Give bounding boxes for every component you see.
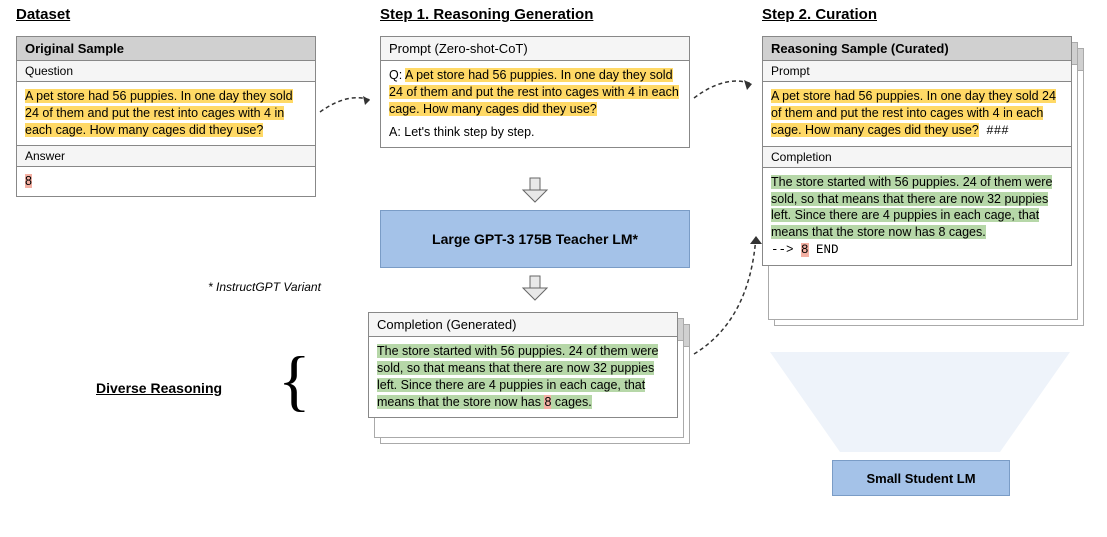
panel-curated-completion-body: The store started with 56 puppies. 24 of… [763, 168, 1071, 265]
prompt-q-text: A pet store had 56 puppies. In one day t… [389, 68, 679, 116]
curated-end-token: END [809, 243, 839, 257]
student-lm-box: Small Student LM [832, 460, 1010, 496]
original-question-text: A pet store had 56 puppies. In one day t… [25, 89, 293, 137]
panel-original-answer-body: 8 [17, 167, 315, 196]
panel-completion: Completion (Generated) The store started… [368, 312, 678, 418]
curated-final-num: 8 [801, 243, 809, 257]
panel-original-answer-label: Answer [17, 145, 315, 167]
arrow-down-icon [520, 276, 550, 302]
diverse-reasoning-label: Diverse Reasoning [96, 380, 222, 396]
panel-original-question-body: A pet store had 56 puppies. In one day t… [17, 82, 315, 145]
panel-curated-prompt-body: A pet store had 56 puppies. In one day t… [763, 82, 1071, 146]
curated-arrow-prefix: --> [771, 243, 801, 257]
panel-prompt: Prompt (Zero-shot-CoT) Q: A pet store ha… [380, 36, 690, 148]
dashed-arrow-icon [690, 230, 770, 360]
arrow-down-icon [520, 178, 550, 204]
curated-prompt-suffix: ### [979, 124, 1009, 138]
teacher-footnote: * InstructGPT Variant [208, 280, 321, 294]
prompt-a-line: A: Let's think step by step. [389, 124, 681, 141]
panel-original-header: Original Sample [17, 37, 315, 61]
panel-prompt-body: Q: A pet store had 56 puppies. In one da… [381, 61, 689, 147]
title-step1: Step 1. Reasoning Generation [380, 6, 593, 23]
prompt-q-prefix: Q: [389, 68, 405, 82]
brace-icon: { [278, 346, 311, 414]
curated-prompt-text: A pet store had 56 puppies. In one day t… [771, 89, 1056, 137]
panel-original: Original Sample Question A pet store had… [16, 36, 316, 197]
student-lm-label: Small Student LM [866, 471, 975, 486]
panel-original-question-label: Question [17, 61, 315, 82]
teacher-lm-label: Large GPT-3 175B Teacher LM* [432, 231, 638, 247]
title-dataset: Dataset [16, 6, 70, 23]
panel-curated-header: Reasoning Sample (Curated) [763, 37, 1071, 61]
original-answer-value: 8 [25, 174, 32, 188]
panel-prompt-header: Prompt (Zero-shot-CoT) [381, 37, 689, 61]
title-step2: Step 2. Curation [762, 6, 877, 23]
panel-curated-prompt-label: Prompt [763, 61, 1071, 82]
dashed-arrow-icon [318, 90, 378, 120]
completion-text-pre: The store started with 56 puppies. 24 of… [377, 344, 658, 409]
panel-curated-completion-label: Completion [763, 146, 1071, 168]
curated-completion-text: The store started with 56 puppies. 24 of… [771, 175, 1052, 240]
panel-completion-header: Completion (Generated) [369, 313, 677, 337]
dashed-arrow-icon [692, 70, 760, 110]
completion-text-post: cages. [551, 395, 591, 409]
trapezoid-bg [770, 352, 1070, 472]
panel-curated: Reasoning Sample (Curated) Prompt A pet … [762, 36, 1072, 266]
teacher-lm-box: Large GPT-3 175B Teacher LM* [380, 210, 690, 268]
panel-completion-body: The store started with 56 puppies. 24 of… [369, 337, 677, 417]
